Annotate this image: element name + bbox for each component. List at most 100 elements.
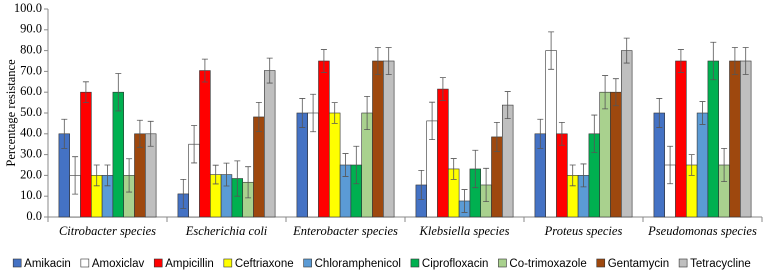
legend-label: Co-trimoxazole bbox=[509, 258, 586, 270]
error-bar bbox=[677, 49, 684, 73]
error-bar bbox=[299, 98, 306, 128]
error-bar bbox=[472, 149, 479, 189]
legend-swatch bbox=[223, 258, 233, 268]
y-tick-label: 30.0 bbox=[20, 146, 42, 160]
bar bbox=[328, 112, 341, 218]
error-bar bbox=[72, 156, 79, 195]
y-tick-label: 20.0 bbox=[20, 167, 42, 181]
legend-label: Ciprofloxacin bbox=[422, 258, 488, 270]
error-bar bbox=[61, 118, 68, 149]
y-tick-label: 40.0 bbox=[20, 126, 42, 140]
bar bbox=[253, 116, 265, 218]
legend-label: Chloramphenicol bbox=[315, 258, 401, 270]
x-tick-label: Klebsiella species bbox=[419, 224, 510, 238]
legend-swatch bbox=[80, 258, 90, 268]
y-tick-label: 10.0 bbox=[20, 188, 42, 202]
error-bar bbox=[353, 145, 360, 185]
bar bbox=[501, 104, 514, 218]
legend-swatch bbox=[596, 258, 606, 268]
error-bar bbox=[374, 47, 381, 75]
bar bbox=[382, 60, 395, 218]
legend-swatch bbox=[12, 258, 22, 268]
error-bar bbox=[548, 31, 555, 70]
bar bbox=[545, 50, 557, 218]
error-bar bbox=[93, 164, 100, 187]
bar bbox=[437, 88, 449, 218]
bar bbox=[199, 70, 211, 218]
error-bar bbox=[364, 95, 371, 131]
x-tick-label: Citrobacter species bbox=[59, 224, 156, 238]
legend-label: Ceftriaxone bbox=[235, 258, 294, 270]
error-bar bbox=[115, 73, 122, 112]
bar bbox=[80, 91, 92, 218]
legend-label: Tetracycline bbox=[690, 258, 751, 270]
error-bar bbox=[201, 58, 208, 83]
error-bar bbox=[612, 78, 619, 107]
error-bar bbox=[504, 91, 511, 120]
bar bbox=[620, 50, 633, 218]
bar bbox=[318, 60, 330, 218]
bar bbox=[739, 60, 752, 218]
error-bar bbox=[710, 41, 717, 81]
legend-swatch bbox=[678, 258, 688, 268]
error-bar bbox=[623, 37, 630, 64]
error-bar bbox=[656, 98, 663, 128]
error-bar bbox=[699, 101, 706, 125]
error-bar bbox=[245, 166, 252, 199]
y-tick-label: 0.0 bbox=[26, 209, 42, 223]
error-bar bbox=[223, 162, 230, 187]
legend-label: Gentamycin bbox=[608, 258, 669, 270]
error-bar bbox=[82, 81, 89, 103]
error-bar bbox=[126, 158, 133, 193]
x-tick-label: Pseudomonas species bbox=[647, 224, 757, 238]
bar bbox=[296, 112, 308, 218]
error-bar bbox=[688, 154, 695, 176]
error-bar bbox=[342, 153, 349, 177]
error-bar bbox=[591, 114, 598, 153]
y-tick-label: 90.0 bbox=[20, 22, 42, 36]
bar bbox=[556, 133, 568, 218]
y-axis-title: Percentage resistance bbox=[4, 59, 18, 167]
bar bbox=[675, 60, 687, 218]
bar bbox=[263, 70, 276, 218]
legend-swatch bbox=[153, 258, 163, 268]
x-tick-label: Escherichia coli bbox=[185, 224, 268, 238]
y-tick-label: 60.0 bbox=[20, 84, 42, 98]
legend-label: Ampicillin bbox=[165, 258, 214, 270]
y-tick-label: 100.0 bbox=[14, 1, 42, 15]
bar bbox=[729, 60, 741, 218]
bar bbox=[653, 112, 666, 218]
error-bar bbox=[558, 121, 565, 146]
error-bar bbox=[320, 49, 327, 73]
legend-label: Amoxiclav bbox=[92, 258, 145, 270]
error-bar bbox=[602, 75, 609, 110]
error-bar bbox=[493, 121, 500, 152]
error-bar bbox=[461, 189, 468, 213]
error-bar bbox=[266, 57, 273, 84]
error-bar bbox=[742, 47, 749, 75]
error-bar bbox=[569, 164, 576, 187]
error-bar bbox=[450, 158, 457, 180]
legend-swatch bbox=[498, 258, 507, 268]
error-bar bbox=[104, 164, 111, 187]
error-bar bbox=[180, 178, 187, 209]
y-tick-label: 70.0 bbox=[20, 63, 42, 77]
error-bar bbox=[255, 101, 262, 132]
legend-swatch bbox=[410, 258, 420, 268]
bar bbox=[696, 112, 709, 218]
bar bbox=[599, 91, 611, 218]
legend-label: Amikacin bbox=[24, 258, 71, 270]
error-bar bbox=[385, 47, 392, 75]
error-bar bbox=[731, 47, 738, 75]
error-bar bbox=[310, 93, 317, 133]
legend-swatch bbox=[303, 258, 312, 268]
error-bar bbox=[721, 147, 728, 183]
error-bar bbox=[483, 167, 490, 203]
error-bar bbox=[331, 102, 338, 124]
bar bbox=[707, 60, 720, 218]
error-bar bbox=[191, 125, 198, 164]
error-bar bbox=[136, 119, 143, 148]
bar bbox=[610, 91, 622, 218]
error-bar bbox=[439, 77, 446, 101]
